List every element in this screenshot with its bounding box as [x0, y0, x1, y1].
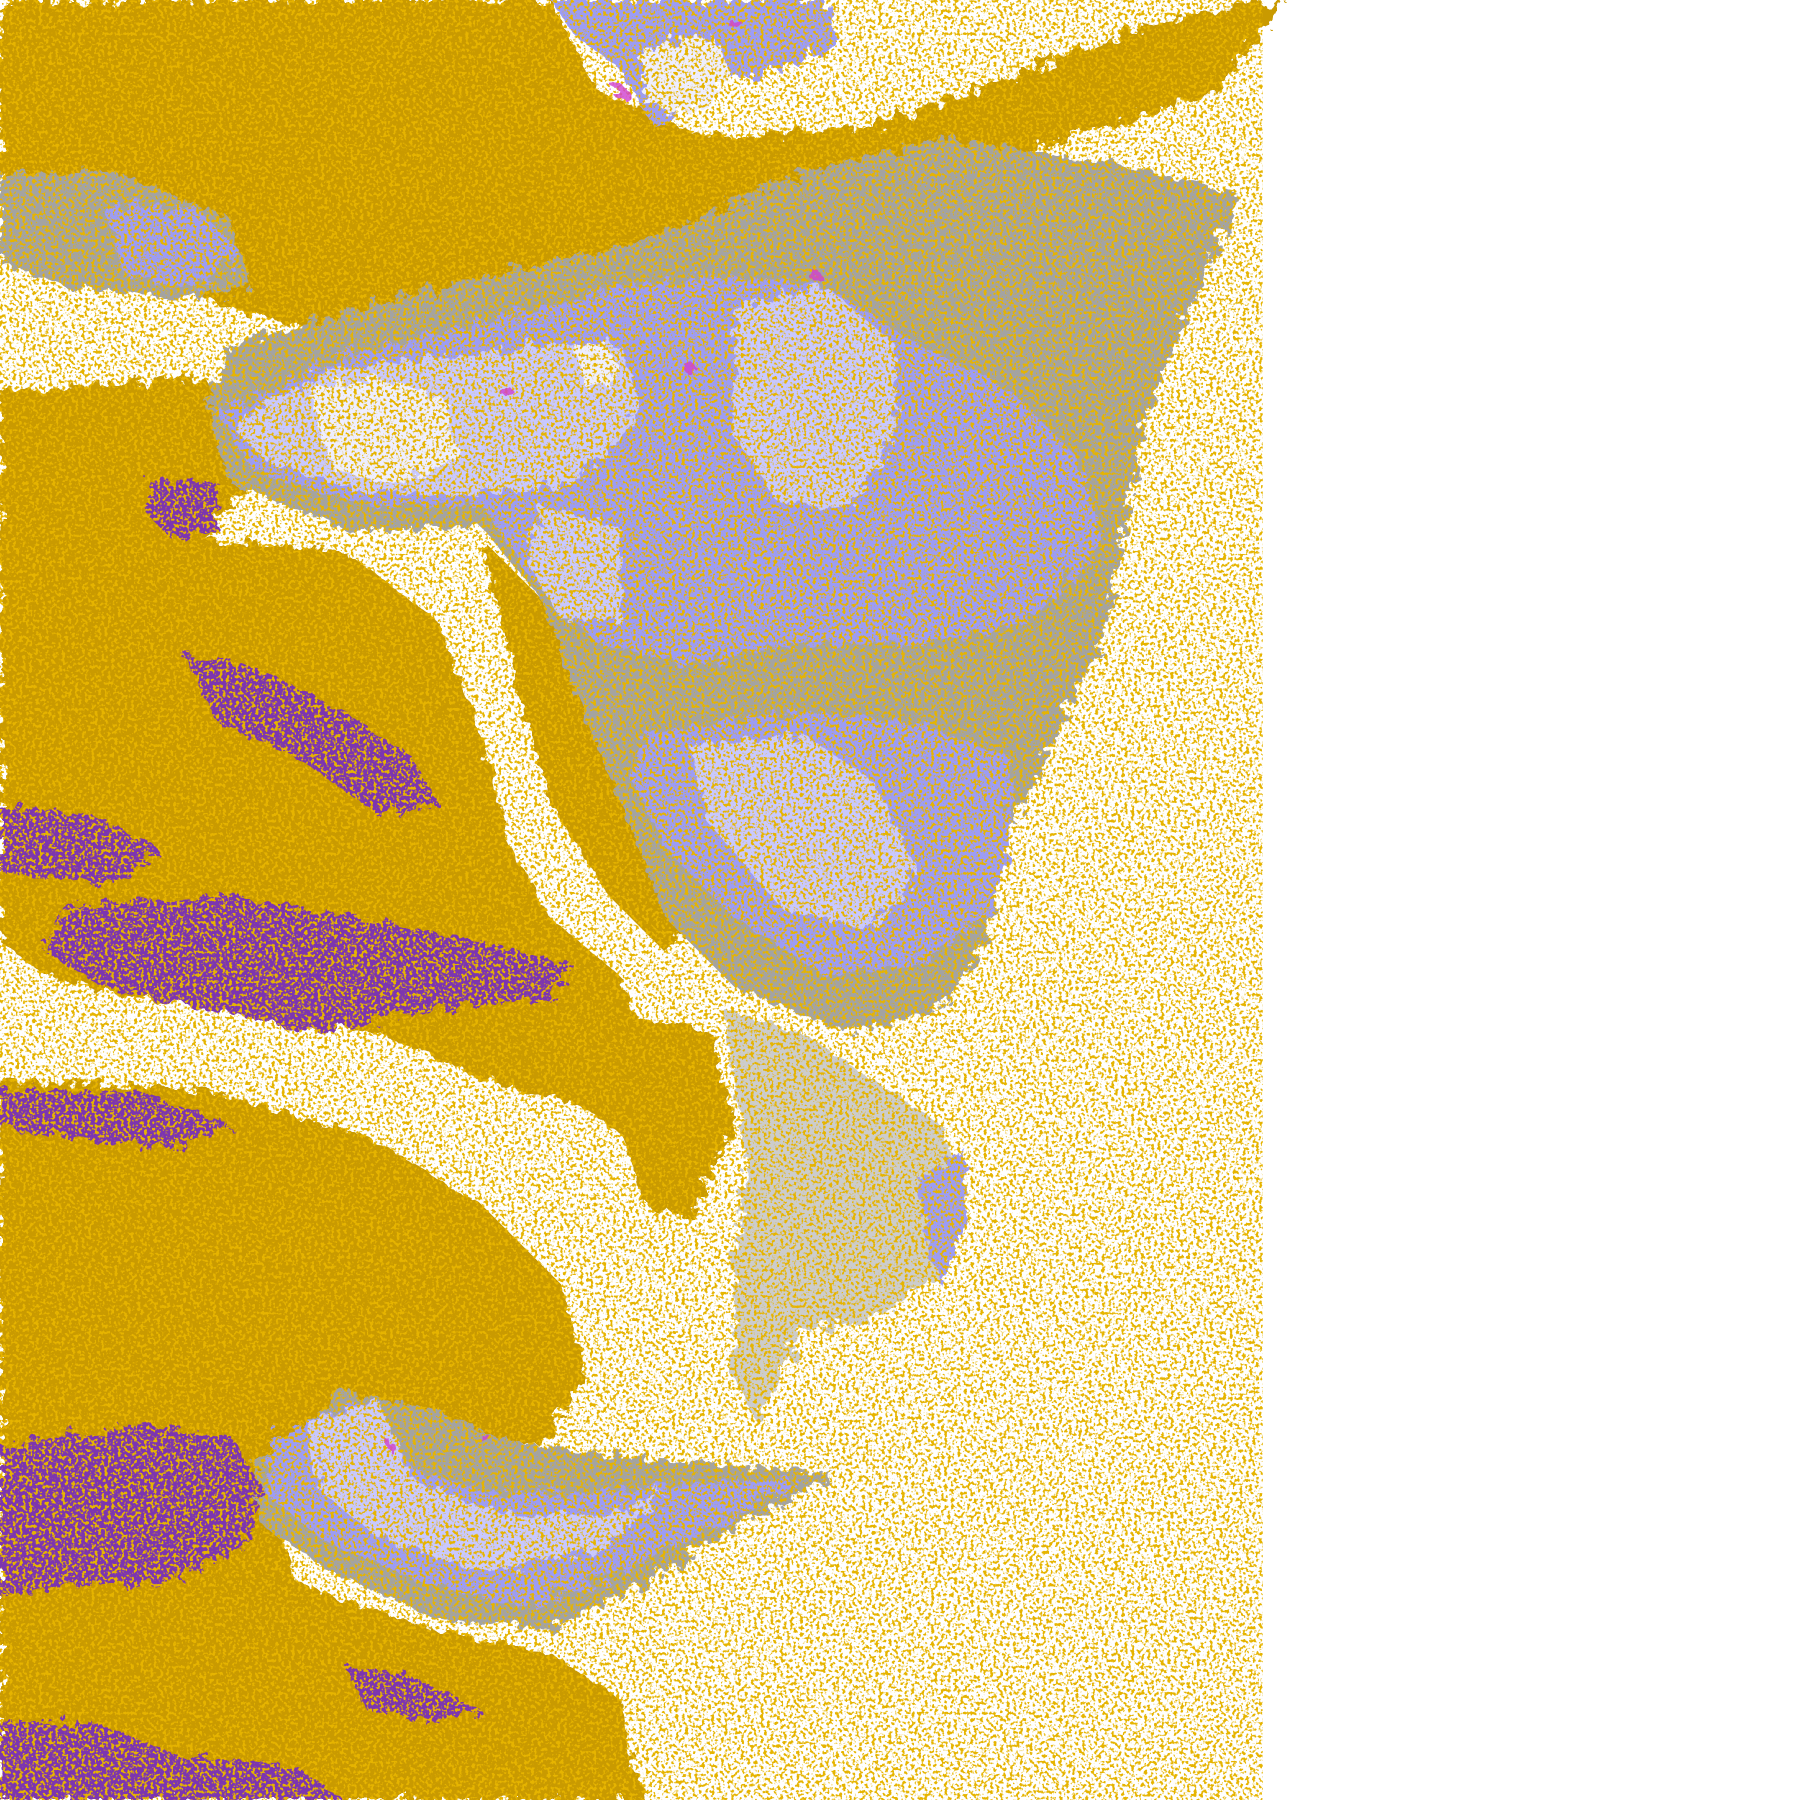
magenta-speckle-layer	[385, 17, 821, 1452]
speckle-texture-layer	[0, 0, 1263, 1800]
